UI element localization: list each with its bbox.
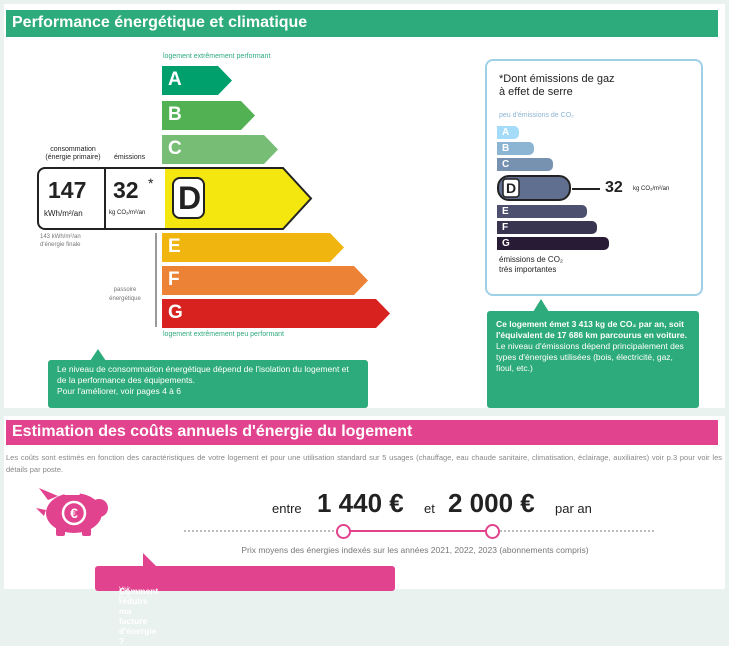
costs-note: Les coûts sont estimés en fonction des c… <box>6 453 722 474</box>
ges-class-e: E <box>497 205 587 218</box>
ges-info-bold: Ce logement émet 3 413 kg de CO₂ par an,… <box>496 319 687 340</box>
ges-title: *Dont émissions de gaz à effet de serre <box>499 73 615 99</box>
conso-unit: kWh/m²/an <box>44 209 83 218</box>
ges-pointer-line <box>572 188 600 190</box>
ges-class-d-current: D <box>497 175 571 201</box>
passoire-label: passoire énergétique <box>100 286 150 304</box>
final-energy-2: d'énergie finale <box>40 242 81 248</box>
passoire-1: passoire <box>113 287 137 293</box>
cost-range: entre 1 440 € et 2 000 € par an <box>215 488 655 518</box>
ges-class-a: A <box>497 126 519 139</box>
energy-class-b-letter: B <box>168 104 182 125</box>
costs-header: Estimation des coûts annuels d'énergie d… <box>6 420 718 445</box>
ges-info-text: Le niveau d'émissions dépend principalem… <box>496 341 684 373</box>
ges-info-box: Ce logement émet 3 413 kg de CO₂ par an,… <box>487 311 699 408</box>
energy-class-c-letter: C <box>168 138 182 159</box>
ges-class-a-letter: A <box>502 127 510 138</box>
passoire-2: énergétique <box>109 296 141 302</box>
energy-class-e-letter: E <box>168 236 181 257</box>
energy-info-box: Le niveau de consommation énergétique dé… <box>48 360 368 408</box>
energy-class-f: F <box>162 266 368 295</box>
emissions-value: 32 <box>113 177 139 203</box>
energy-class-g-letter: G <box>168 302 183 323</box>
dpe-header: Performance énergétique et climatique <box>6 10 718 37</box>
cost-min: 1 440 € <box>317 488 404 518</box>
ges-bottom-caption-2: très importantes <box>499 265 557 274</box>
conso-label-1: consommation <box>50 146 96 153</box>
energy-class-e: E <box>162 233 344 262</box>
energy-class-c: C <box>162 135 278 164</box>
ges-class-g: G <box>497 237 609 250</box>
cost-between: entre <box>272 501 302 516</box>
ges-title-2: à effet de serre <box>499 86 573 98</box>
reduce-bill-button[interactable]: Comment réduire ma facture d'énergie ? V… <box>95 566 395 646</box>
ges-class-f-letter: F <box>502 222 509 233</box>
ges-class-e-letter: E <box>502 206 509 217</box>
svg-text:€: € <box>70 505 78 521</box>
dpe-bottom-caption: logement extrêmement peu performant <box>163 331 285 338</box>
ges-class-c: C <box>497 158 553 171</box>
ges-unit: kg CO₂/m²/an <box>633 186 670 192</box>
energy-class-d-letter: D <box>178 180 202 216</box>
ges-class-f: F <box>497 221 597 234</box>
emissions-unit: kg CO₂/m²/an <box>109 210 146 216</box>
avg-price-note: Prix moyens des énergies indexés sur les… <box>241 545 589 555</box>
final-energy: 143 kWh/m²/an d'énergie finale <box>40 233 81 249</box>
energy-class-a: A <box>162 66 232 95</box>
energy-info-text: Le niveau de consommation énergétique dé… <box>57 364 349 385</box>
info-pointer-1 <box>90 349 106 361</box>
ges-class-c-letter: C <box>502 159 510 170</box>
costs-title: Estimation des coûts annuels d'énergie d… <box>12 423 413 440</box>
cost-scale-range <box>343 530 493 532</box>
reduce-bill-page: Voir p. 3 <box>119 586 131 600</box>
energy-class-b: B <box>162 101 255 130</box>
conso-label-2: (énergie primaire) <box>45 154 101 161</box>
cost-max-marker <box>485 524 500 539</box>
final-energy-1: 143 kWh/m²/an <box>40 234 81 240</box>
scale-line <box>155 233 157 327</box>
energy-class-f-letter: F <box>168 269 180 290</box>
conso-box: 147 kWh/m²/an 32 * kg CO₂/m²/an <box>37 167 165 230</box>
conso-value: 147 <box>48 177 87 203</box>
emissions-star: * <box>148 175 154 191</box>
ges-bottom-caption-1: émissions de CO₂ <box>499 255 564 264</box>
cost-max: 2 000 € <box>448 488 535 518</box>
energy-class-g: G <box>162 299 390 328</box>
energy-info-link: Pour l'améliorer, voir pages 4 à 6 <box>57 386 181 396</box>
info-pointer-2 <box>533 299 549 312</box>
cost-min-marker <box>336 524 351 539</box>
ges-class-b-letter: B <box>502 143 510 154</box>
conso-divider <box>104 169 106 228</box>
ges-class-g-letter: G <box>502 238 510 249</box>
dpe-top-caption: logement extrêmement performant <box>163 53 271 60</box>
energy-class-a-letter: A <box>168 69 182 90</box>
ges-class-d-letter: D <box>506 180 517 196</box>
ges-value: 32 <box>605 179 623 196</box>
conso-label: consommation (énergie primaire) <box>38 146 108 162</box>
emissions-label: émissions <box>114 154 146 161</box>
ges-class-b: B <box>497 142 534 155</box>
dpe-title: Performance énergétique et climatique <box>12 14 308 31</box>
ges-title-1: *Dont émissions de gaz <box>499 73 615 85</box>
ges-top-caption: peu d'émissions de CO₂ <box>499 112 574 119</box>
cost-and: et <box>424 501 435 516</box>
piggy-bank-euro-icon: € <box>34 486 112 538</box>
cost-per-year: par an <box>555 501 592 516</box>
cta-pointer <box>143 553 157 567</box>
ges-bottom-caption: émissions de CO₂ très importantes <box>499 255 563 275</box>
